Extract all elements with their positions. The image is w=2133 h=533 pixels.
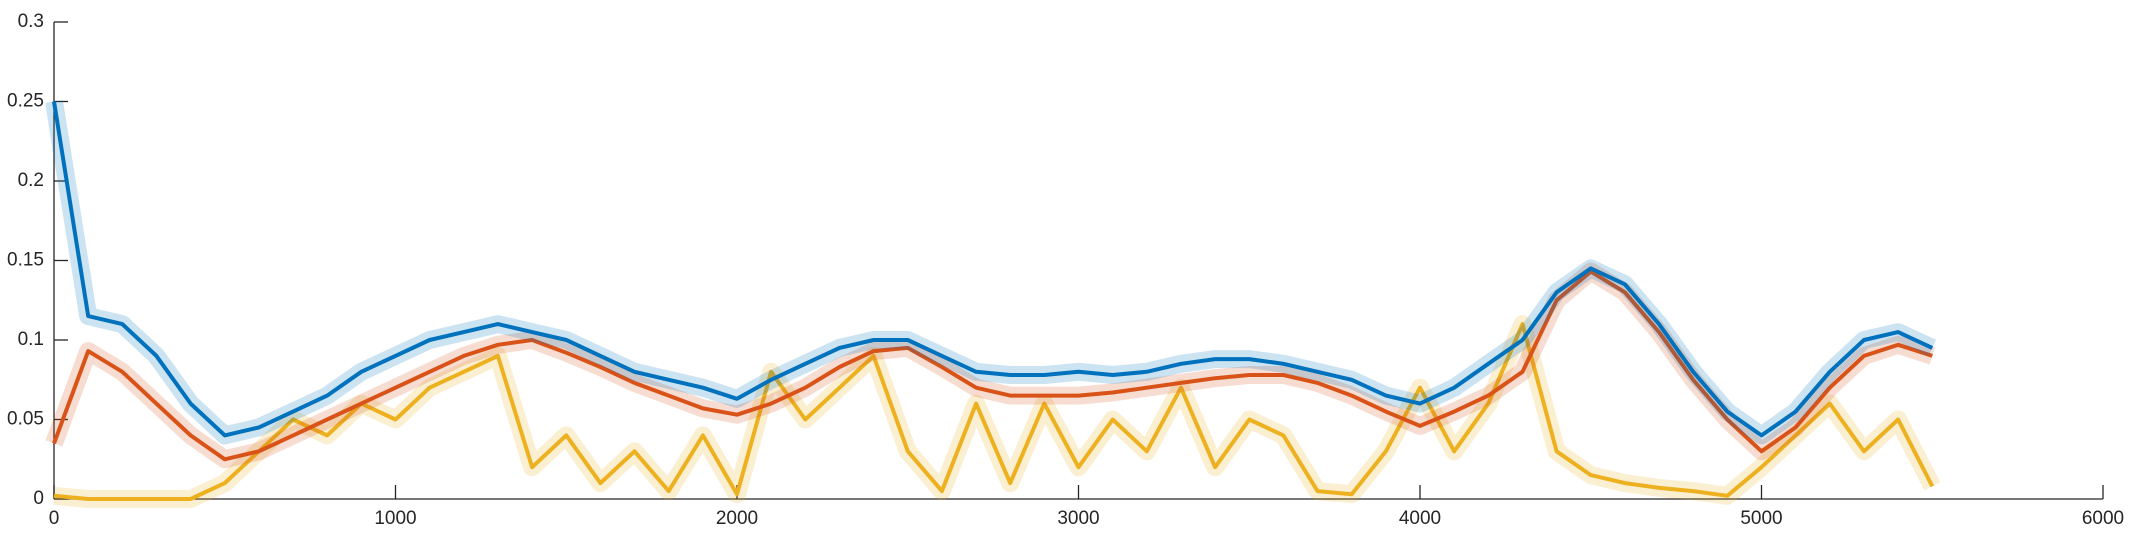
x-tick-label: 3000 xyxy=(1057,508,1099,529)
y-tick-label: 0.15 xyxy=(7,250,44,271)
series-line xyxy=(53,322,1935,501)
y-tick-label: 0.2 xyxy=(18,170,44,191)
x-tick-label: 6000 xyxy=(2082,508,2124,529)
x-tick-label: 4000 xyxy=(1399,508,1441,529)
x-tick-label: 2000 xyxy=(716,508,758,529)
x-tick-label: 5000 xyxy=(1740,508,1782,529)
y-tick-label: 0.3 xyxy=(18,11,44,32)
y-tick-label: 0.05 xyxy=(7,409,44,430)
series-line xyxy=(52,101,1934,438)
y-tick-label: 0 xyxy=(33,488,44,509)
x-tick-label: 0 xyxy=(49,508,60,529)
y-tick-label: 0.25 xyxy=(7,91,44,112)
y-tick-label: 0.1 xyxy=(18,329,44,350)
series-line xyxy=(52,269,1933,462)
x-tick-label: 1000 xyxy=(374,508,416,529)
